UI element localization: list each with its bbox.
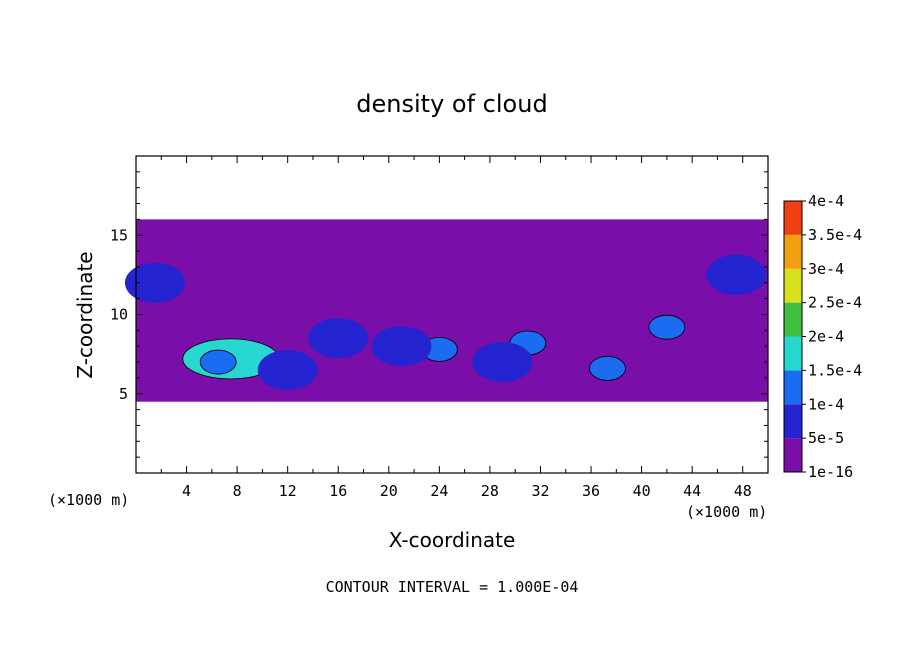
colorbar-swatch xyxy=(784,370,802,405)
colorbar-swatch xyxy=(784,438,802,472)
heatmap-field xyxy=(124,219,768,402)
cloud-blob xyxy=(124,262,185,303)
cloud-blob xyxy=(648,314,686,340)
colorbar-label: 1e-4 xyxy=(808,395,844,413)
colorbar-swatch xyxy=(784,201,802,235)
x-tick-label: 4 xyxy=(182,482,191,500)
x-tick-label: 40 xyxy=(633,482,651,500)
colorbar-swatch xyxy=(784,268,802,303)
x-tick-label: 24 xyxy=(430,482,448,500)
cloud-blob xyxy=(589,355,626,381)
x-tick-label: 32 xyxy=(531,482,549,500)
x-axis-label: X-coordinate xyxy=(389,528,516,552)
x-tick-label: 20 xyxy=(380,482,398,500)
cloud-blob xyxy=(706,254,767,295)
y-axis-label: Z-coordinate xyxy=(73,251,97,378)
cloud-blob xyxy=(257,349,318,390)
colorbar-label: 3.5e-4 xyxy=(808,226,862,244)
plot-frame xyxy=(135,155,769,474)
cloud-blob xyxy=(472,342,533,383)
colorbar: 1e-16 5e-5 1e-4 1.5e-4 2e-4 2.5e-4 3e-4 3.5e-4 4… xyxy=(783,192,862,481)
x-tick-label: 48 xyxy=(734,482,752,500)
colorbar-label: 1e-16 xyxy=(808,463,853,481)
cloud-blob xyxy=(199,349,237,375)
contour-interval-note: CONTOUR INTERVAL = 1.000E-04 xyxy=(326,578,579,596)
x-unit-label: (×1000 m) xyxy=(686,503,767,521)
colorbar-swatch xyxy=(784,404,802,439)
cloud-blob xyxy=(371,326,432,367)
x-tick-label: 16 xyxy=(329,482,347,500)
chart-title: density of cloud xyxy=(356,90,547,118)
y-unit-label: (×1000 m) xyxy=(48,491,129,509)
colorbar-label: 5e-5 xyxy=(808,429,844,447)
x-tick-label: 8 xyxy=(233,482,242,500)
x-tick-label: 44 xyxy=(683,482,701,500)
x-tick-label: 36 xyxy=(582,482,600,500)
colorbar-label: 2.5e-4 xyxy=(808,294,862,312)
x-tick-label: 12 xyxy=(279,482,297,500)
colorbar-swatch xyxy=(784,302,802,337)
colorbar-label: 2e-4 xyxy=(808,328,844,346)
cloud-blob xyxy=(308,318,369,359)
colorbar-label: 4e-4 xyxy=(808,192,844,210)
y-tick-label: 15 xyxy=(110,226,128,244)
colorbar-label: 3e-4 xyxy=(808,260,844,278)
colorbar-label: 1.5e-4 xyxy=(808,361,862,379)
colorbar-swatch xyxy=(784,234,802,269)
colorbar-swatch xyxy=(784,336,802,371)
y-tick-label: 10 xyxy=(110,306,128,324)
x-tick-label: 28 xyxy=(481,482,499,500)
y-tick-label: 5 xyxy=(119,385,128,403)
